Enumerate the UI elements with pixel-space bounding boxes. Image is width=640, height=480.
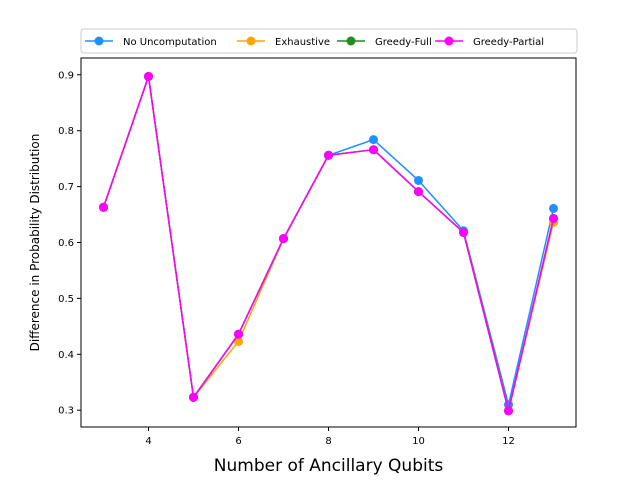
legend-label: No Uncomputation: [123, 37, 217, 48]
legend-box: [80, 28, 578, 54]
series-layer: [99, 71, 558, 416]
y-tick-label: 0.6: [58, 238, 74, 249]
x-tick-label: 8: [325, 436, 331, 447]
data-point-greedy-partial: [144, 71, 153, 81]
data-point-greedy-partial: [369, 145, 378, 155]
data-point-greedy-partial: [459, 227, 468, 237]
series-greedy-partial: [99, 71, 558, 416]
data-point-greedy-partial: [549, 213, 558, 223]
data-point-no-uncomputation: [414, 175, 423, 185]
y-tick-label: 0.7: [58, 182, 74, 193]
legend-label: Greedy-Partial: [473, 37, 544, 48]
y-tick-label: 0.9: [58, 70, 74, 81]
x-tick-label: 10: [412, 436, 425, 447]
y-tick-label: 0.3: [58, 406, 74, 417]
x-tick-label: 4: [145, 436, 151, 447]
legend-swatch-marker: [444, 36, 454, 46]
data-point-greedy-partial: [414, 187, 423, 197]
legend-label: Greedy-Full: [375, 37, 432, 48]
data-point-exhaustive: [234, 336, 243, 346]
y-axis-label: Difference in Probability Distribution: [28, 134, 42, 352]
data-point-greedy-partial: [234, 329, 243, 339]
data-point-greedy-partial: [504, 406, 513, 416]
legend-swatch-marker: [94, 36, 104, 46]
data-point-greedy-partial: [189, 392, 198, 402]
data-point-no-uncomputation: [369, 135, 378, 145]
data-point-greedy-partial: [324, 150, 333, 160]
data-point-greedy-partial: [99, 202, 108, 212]
legend: No Uncomputation Exhaustive Greedy-Full Gre…: [80, 28, 578, 54]
x-tick-label: 6: [235, 436, 241, 447]
legend-entry-exhaustive: Exhaustive: [237, 36, 330, 48]
legend-swatch-marker: [246, 36, 256, 46]
legend-entry-no-uncomputation: No Uncomputation: [85, 36, 217, 48]
legend-entry-greedy-partial: Greedy-Partial: [435, 36, 544, 48]
y-tick-label: 0.4: [58, 350, 74, 361]
x-axis: 4 6 8 10 12: [145, 427, 515, 447]
x-axis-label: Number of Ancillary Qubits: [214, 456, 444, 476]
legend-swatch-marker: [346, 36, 356, 46]
y-axis: 0.3 0.4 0.5 0.6 0.7 0.8 0.9: [58, 70, 81, 417]
x-tick-label: 12: [502, 436, 515, 447]
y-tick-label: 0.5: [58, 294, 74, 305]
y-tick-label: 0.8: [58, 126, 74, 137]
legend-label: Exhaustive: [275, 37, 330, 48]
legend-entry-greedy-full: Greedy-Full: [337, 36, 432, 48]
data-point-no-uncomputation: [549, 203, 558, 213]
data-point-greedy-partial: [279, 234, 288, 244]
